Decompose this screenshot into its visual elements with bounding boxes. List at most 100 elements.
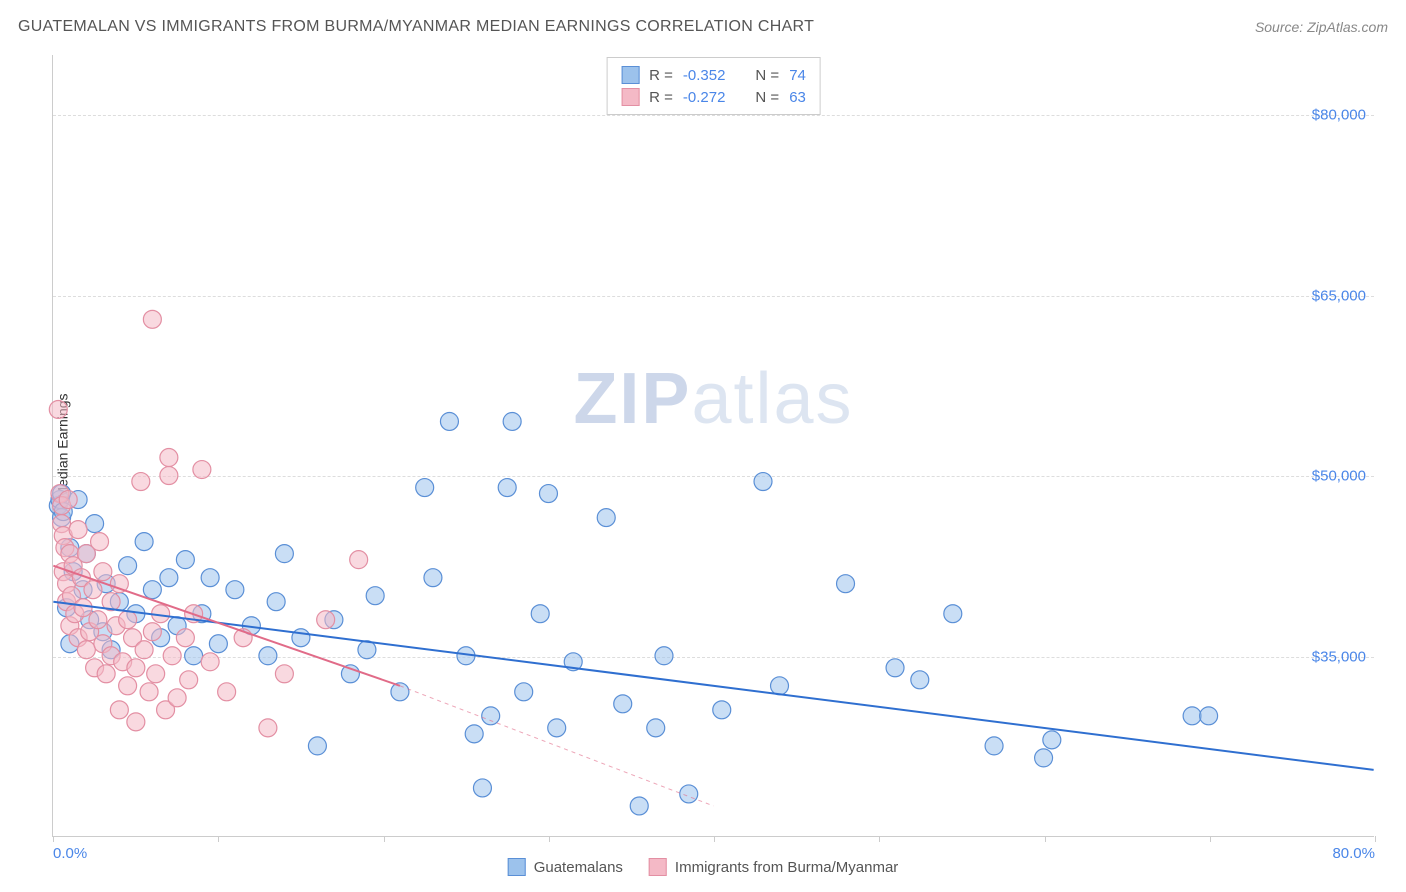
data-point xyxy=(944,605,962,623)
x-tick xyxy=(1375,836,1376,842)
data-point xyxy=(275,545,293,563)
series-legend-item: Immigrants from Burma/Myanmar xyxy=(649,858,898,876)
data-point xyxy=(143,623,161,641)
data-point xyxy=(147,665,165,683)
stat-n-value: 74 xyxy=(789,67,806,84)
data-point xyxy=(647,719,665,737)
data-point xyxy=(317,611,335,629)
data-point xyxy=(160,449,178,467)
data-point xyxy=(614,695,632,713)
data-point xyxy=(1035,749,1053,767)
data-point xyxy=(259,719,277,737)
data-point xyxy=(350,551,368,569)
data-point xyxy=(140,683,158,701)
data-point xyxy=(754,473,772,491)
data-point xyxy=(482,707,500,725)
data-point xyxy=(515,683,533,701)
data-point xyxy=(630,797,648,815)
data-point xyxy=(539,485,557,503)
data-point xyxy=(655,647,673,665)
series-name: Immigrants from Burma/Myanmar xyxy=(675,859,898,876)
data-point xyxy=(91,533,109,551)
data-point xyxy=(84,581,102,599)
data-point xyxy=(160,467,178,485)
data-point xyxy=(163,647,181,665)
data-point xyxy=(119,611,137,629)
data-point xyxy=(886,659,904,677)
series-name: Guatemalans xyxy=(534,859,623,876)
data-point xyxy=(259,647,277,665)
trend-line-extrapolated xyxy=(400,686,714,806)
stats-legend-row: R = -0.352N = 74 xyxy=(621,64,806,86)
data-point xyxy=(176,629,194,647)
data-point xyxy=(127,659,145,677)
data-point xyxy=(201,653,219,671)
stat-r-value: -0.352 xyxy=(683,67,726,84)
stats-legend: R = -0.352N = 74R = -0.272N = 63 xyxy=(606,57,821,115)
data-point xyxy=(1200,707,1218,725)
x-tick xyxy=(384,836,385,842)
data-point xyxy=(97,665,115,683)
legend-swatch xyxy=(621,88,639,106)
data-point xyxy=(143,581,161,599)
stat-n-value: 63 xyxy=(789,89,806,106)
data-point xyxy=(110,701,128,719)
data-point xyxy=(416,479,434,497)
data-point xyxy=(69,521,87,539)
data-point xyxy=(132,473,150,491)
data-point xyxy=(119,557,137,575)
stat-n-label: N = xyxy=(755,67,779,84)
scatter-plot-svg xyxy=(53,55,1374,836)
data-point xyxy=(531,605,549,623)
data-point xyxy=(89,611,107,629)
data-point xyxy=(135,533,153,551)
data-point xyxy=(143,310,161,328)
data-point xyxy=(180,671,198,689)
data-point xyxy=(1043,731,1061,749)
data-point xyxy=(1183,707,1201,725)
data-point xyxy=(985,737,1003,755)
data-point xyxy=(77,641,95,659)
legend-swatch xyxy=(621,66,639,84)
stat-r-value: -0.272 xyxy=(683,89,726,106)
data-point xyxy=(119,677,137,695)
data-point xyxy=(440,412,458,430)
series-legend-item: Guatemalans xyxy=(508,858,623,876)
chart-plot-area: $35,000$50,000$65,000$80,000 0.0%80.0% Z… xyxy=(52,55,1374,837)
x-tick xyxy=(879,836,880,842)
data-point xyxy=(49,400,67,418)
x-tick xyxy=(218,836,219,842)
source-attribution: Source: ZipAtlas.com xyxy=(1255,19,1388,35)
data-point xyxy=(911,671,929,689)
data-point xyxy=(160,569,178,587)
x-tick-label: 0.0% xyxy=(53,845,87,862)
legend-swatch xyxy=(649,858,667,876)
data-point xyxy=(597,509,615,527)
stat-n-label: N = xyxy=(755,89,779,106)
data-point xyxy=(94,563,112,581)
data-point xyxy=(358,641,376,659)
data-point xyxy=(127,713,145,731)
legend-swatch xyxy=(508,858,526,876)
data-point xyxy=(275,665,293,683)
data-point xyxy=(185,647,203,665)
data-point xyxy=(59,491,77,509)
data-point xyxy=(209,635,227,653)
data-point xyxy=(201,569,219,587)
data-point xyxy=(498,479,516,497)
x-tick xyxy=(1210,836,1211,842)
data-point xyxy=(713,701,731,719)
data-point xyxy=(680,785,698,803)
x-tick xyxy=(53,836,54,842)
data-point xyxy=(218,683,236,701)
data-point xyxy=(473,779,491,797)
data-point xyxy=(168,689,186,707)
data-point xyxy=(193,461,211,479)
data-point xyxy=(308,737,326,755)
x-tick xyxy=(549,836,550,842)
data-point xyxy=(837,575,855,593)
data-point xyxy=(503,412,521,430)
data-point xyxy=(135,641,153,659)
data-point xyxy=(176,551,194,569)
x-tick-label: 80.0% xyxy=(1332,845,1375,862)
